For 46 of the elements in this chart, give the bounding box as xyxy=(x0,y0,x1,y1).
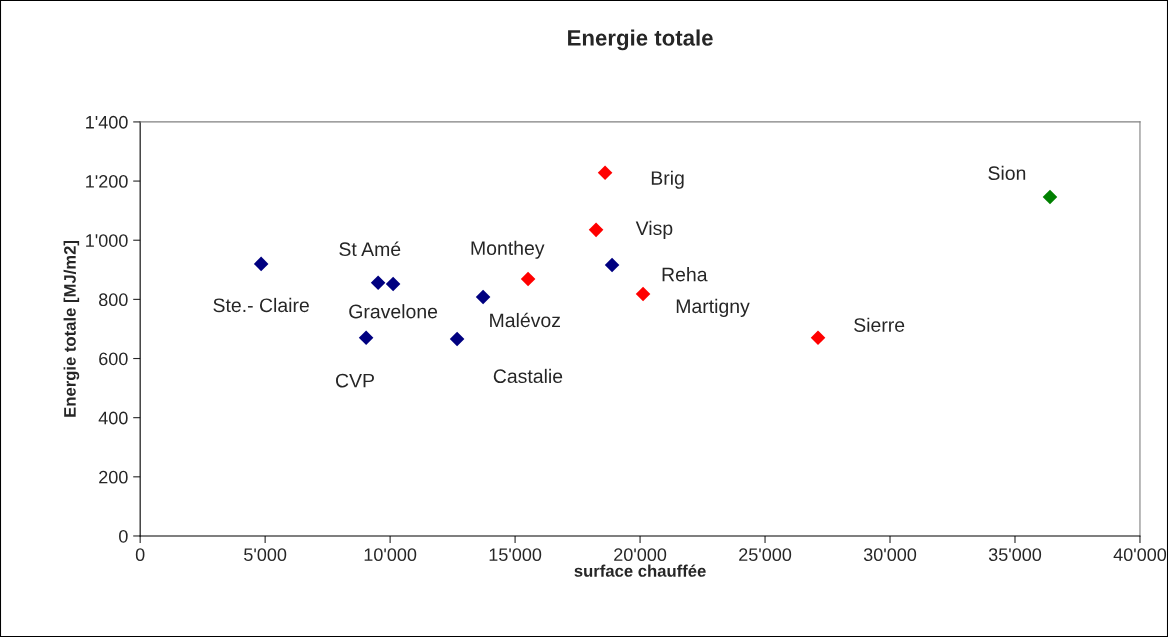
point xyxy=(475,289,491,305)
annotation: Castalie xyxy=(493,368,563,384)
annotation: Sierre xyxy=(854,317,905,332)
point xyxy=(370,275,386,291)
point xyxy=(520,271,536,287)
annotation: Malévoz xyxy=(490,312,560,328)
x-axis-title: surface chauffée xyxy=(574,564,706,577)
x-tick-label: 5'000 xyxy=(244,548,287,562)
x-tick-label: 20'000 xyxy=(614,548,667,562)
point xyxy=(358,330,374,346)
point xyxy=(810,330,826,346)
point xyxy=(1042,189,1058,205)
point xyxy=(253,256,269,272)
y-tick-label: 200 xyxy=(99,470,128,484)
x-tick-label: 15'000 xyxy=(489,548,542,562)
y-tick-label: 600 xyxy=(99,352,128,366)
y-tick-label: 0 xyxy=(119,529,128,543)
annotation: Ste.- Claire xyxy=(213,297,309,313)
x-tick-label: 0 xyxy=(135,548,145,562)
annotation: Visp xyxy=(635,220,673,239)
point xyxy=(635,286,651,302)
annotation: Sion xyxy=(988,165,1026,181)
y-tick-label: 1'000 xyxy=(86,234,128,247)
annotation: CVP xyxy=(336,373,374,388)
point xyxy=(385,276,401,292)
annotation: Brig xyxy=(651,170,684,189)
point xyxy=(597,165,613,181)
y-tick-label: 1'200 xyxy=(86,175,128,188)
x-tick-label: 40'000 xyxy=(1113,548,1167,562)
chart-title: Energie totale xyxy=(568,29,713,51)
annotation: St Amé xyxy=(339,241,401,257)
x-tick-label: 30'000 xyxy=(863,548,917,562)
y-tick-label: 800 xyxy=(99,293,128,307)
x-tick-label: 35'000 xyxy=(988,548,1042,562)
y-tick-label: 1'400 xyxy=(86,115,128,129)
annotation: Monthey xyxy=(471,240,545,259)
x-tick-label: 10'000 xyxy=(364,548,417,562)
annotation: Martigny xyxy=(676,298,750,317)
y-axis-title: Energie totale [MJ/m2] xyxy=(63,240,80,417)
point xyxy=(604,257,620,273)
point xyxy=(588,222,604,238)
x-tick-label: 25'000 xyxy=(739,548,792,562)
y-tick-label: 400 xyxy=(98,411,128,425)
point xyxy=(449,331,465,347)
annotation: Gravelone xyxy=(349,304,438,319)
annotation: Reha xyxy=(662,267,708,282)
